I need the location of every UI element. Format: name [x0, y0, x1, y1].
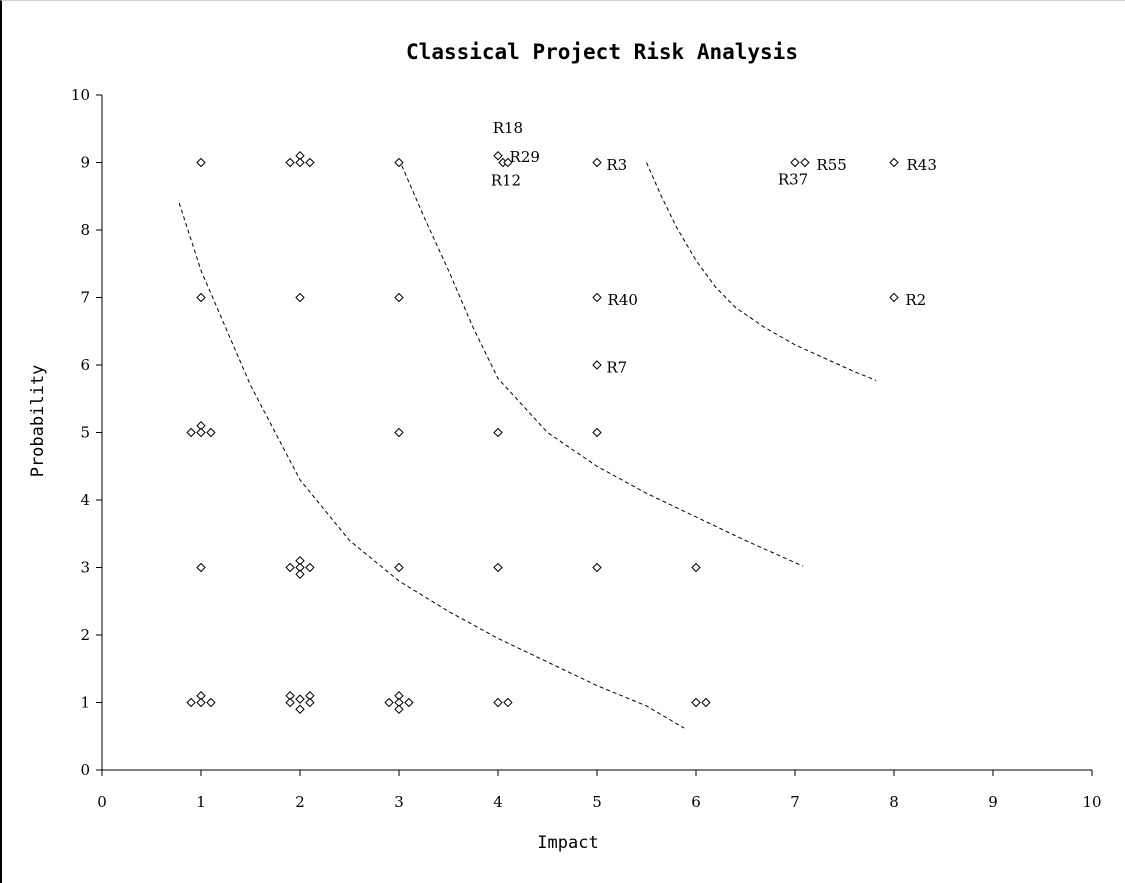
point-label-r37: R37	[778, 171, 808, 189]
diamond-marker	[196, 427, 206, 438]
diamond-marker	[305, 157, 315, 168]
x-tick-label: 7	[790, 793, 800, 811]
dashed-curve-1	[178, 202, 685, 729]
x-tick-label: 3	[394, 793, 404, 811]
x-tick-label: 10	[1082, 793, 1101, 811]
diamond-marker	[196, 292, 206, 303]
axes: 0 1 2 3 4 5 6 7 8 9 10 0 1 2 3 4 5 6 7 8 9 10	[71, 86, 1102, 811]
diamond-marker	[186, 697, 196, 708]
diamond-marker	[295, 292, 305, 303]
diamond-marker	[285, 562, 295, 573]
diamond-marker	[889, 292, 899, 303]
diamond-marker	[196, 697, 206, 708]
diamond-marker	[503, 697, 513, 708]
diamond-marker	[493, 697, 503, 708]
diamond-marker	[701, 697, 711, 708]
point-label-r29: R29	[510, 148, 540, 166]
diamond-marker	[889, 157, 899, 168]
y-tick-label: 2	[80, 626, 90, 644]
diamond-marker	[592, 360, 602, 370]
diamond-marker	[790, 157, 800, 168]
diamond-marker	[206, 427, 216, 438]
x-tick-label: 9	[988, 793, 998, 811]
diamond-marker	[285, 697, 295, 708]
y-tick-label: 4	[80, 491, 90, 509]
dashed-curve-2	[398, 158, 804, 567]
diamond-marker	[404, 697, 414, 708]
x-tick-label: 4	[493, 793, 503, 811]
diamond-marker	[592, 562, 602, 573]
diamond-marker	[295, 694, 305, 704]
x-axis-title: Impact	[537, 833, 598, 853]
x-tick-label: 8	[889, 793, 899, 811]
dashed-curve-3	[646, 162, 877, 381]
diamond-marker	[691, 697, 701, 708]
y-tick-label: 0	[80, 761, 90, 779]
diamond-marker	[305, 562, 315, 573]
x-tick-label: 0	[97, 793, 107, 811]
diamond-marker	[394, 562, 404, 573]
y-axis-title: Probability	[28, 365, 48, 478]
x-tick-label: 1	[196, 793, 206, 811]
diamond-marker	[493, 151, 503, 161]
point-label-r12: R12	[491, 171, 521, 189]
point-label-r18: R18	[493, 119, 523, 137]
diamond-marker	[592, 292, 602, 303]
diamond-marker	[394, 292, 404, 303]
diamond-marker	[186, 427, 196, 438]
y-tick-label: 7	[80, 289, 90, 307]
diamond-marker	[384, 697, 394, 708]
data-points	[186, 151, 899, 714]
x-tick-label: 6	[691, 793, 701, 811]
diamond-marker	[206, 697, 216, 708]
diamond-marker	[592, 157, 602, 168]
diamond-marker	[394, 427, 404, 438]
diamond-marker	[295, 569, 305, 579]
diamond-marker	[394, 157, 404, 168]
chart-title: Classical Project Risk Analysis	[406, 40, 798, 64]
point-label-r40: R40	[608, 291, 638, 309]
y-tick-label: 10	[71, 86, 90, 104]
y-tick-label: 8	[80, 221, 90, 239]
y-tick-label: 5	[80, 424, 90, 442]
diamond-marker	[305, 697, 315, 708]
y-tick-label: 1	[80, 694, 90, 712]
diamond-marker	[493, 427, 503, 438]
x-tick-label: 2	[295, 793, 305, 811]
diamond-marker	[394, 704, 404, 714]
point-label-r3: R3	[606, 156, 627, 174]
point-annotations: R18 R29 R12 R3 R55 R37 R43 R40 R2 R7	[491, 119, 937, 377]
point-label-r7: R7	[606, 358, 627, 376]
diamond-marker	[196, 157, 206, 168]
diamond-marker	[295, 157, 305, 168]
point-label-r2: R2	[905, 291, 926, 309]
diamond-marker	[295, 704, 305, 714]
y-tick-label: 9	[80, 154, 90, 172]
y-tick-label: 6	[80, 356, 90, 374]
diamond-marker	[503, 157, 513, 168]
point-label-r55: R55	[816, 156, 846, 174]
diamond-marker	[493, 562, 503, 573]
diamond-marker	[592, 427, 602, 438]
diamond-marker	[285, 157, 295, 168]
dashed-risk-curves	[178, 158, 877, 729]
diamond-marker	[691, 562, 701, 573]
x-tick-label: 5	[592, 793, 602, 811]
point-label-r43: R43	[907, 156, 937, 174]
y-tick-label: 3	[80, 559, 90, 577]
diamond-marker	[800, 157, 810, 168]
diamond-marker	[196, 562, 206, 573]
